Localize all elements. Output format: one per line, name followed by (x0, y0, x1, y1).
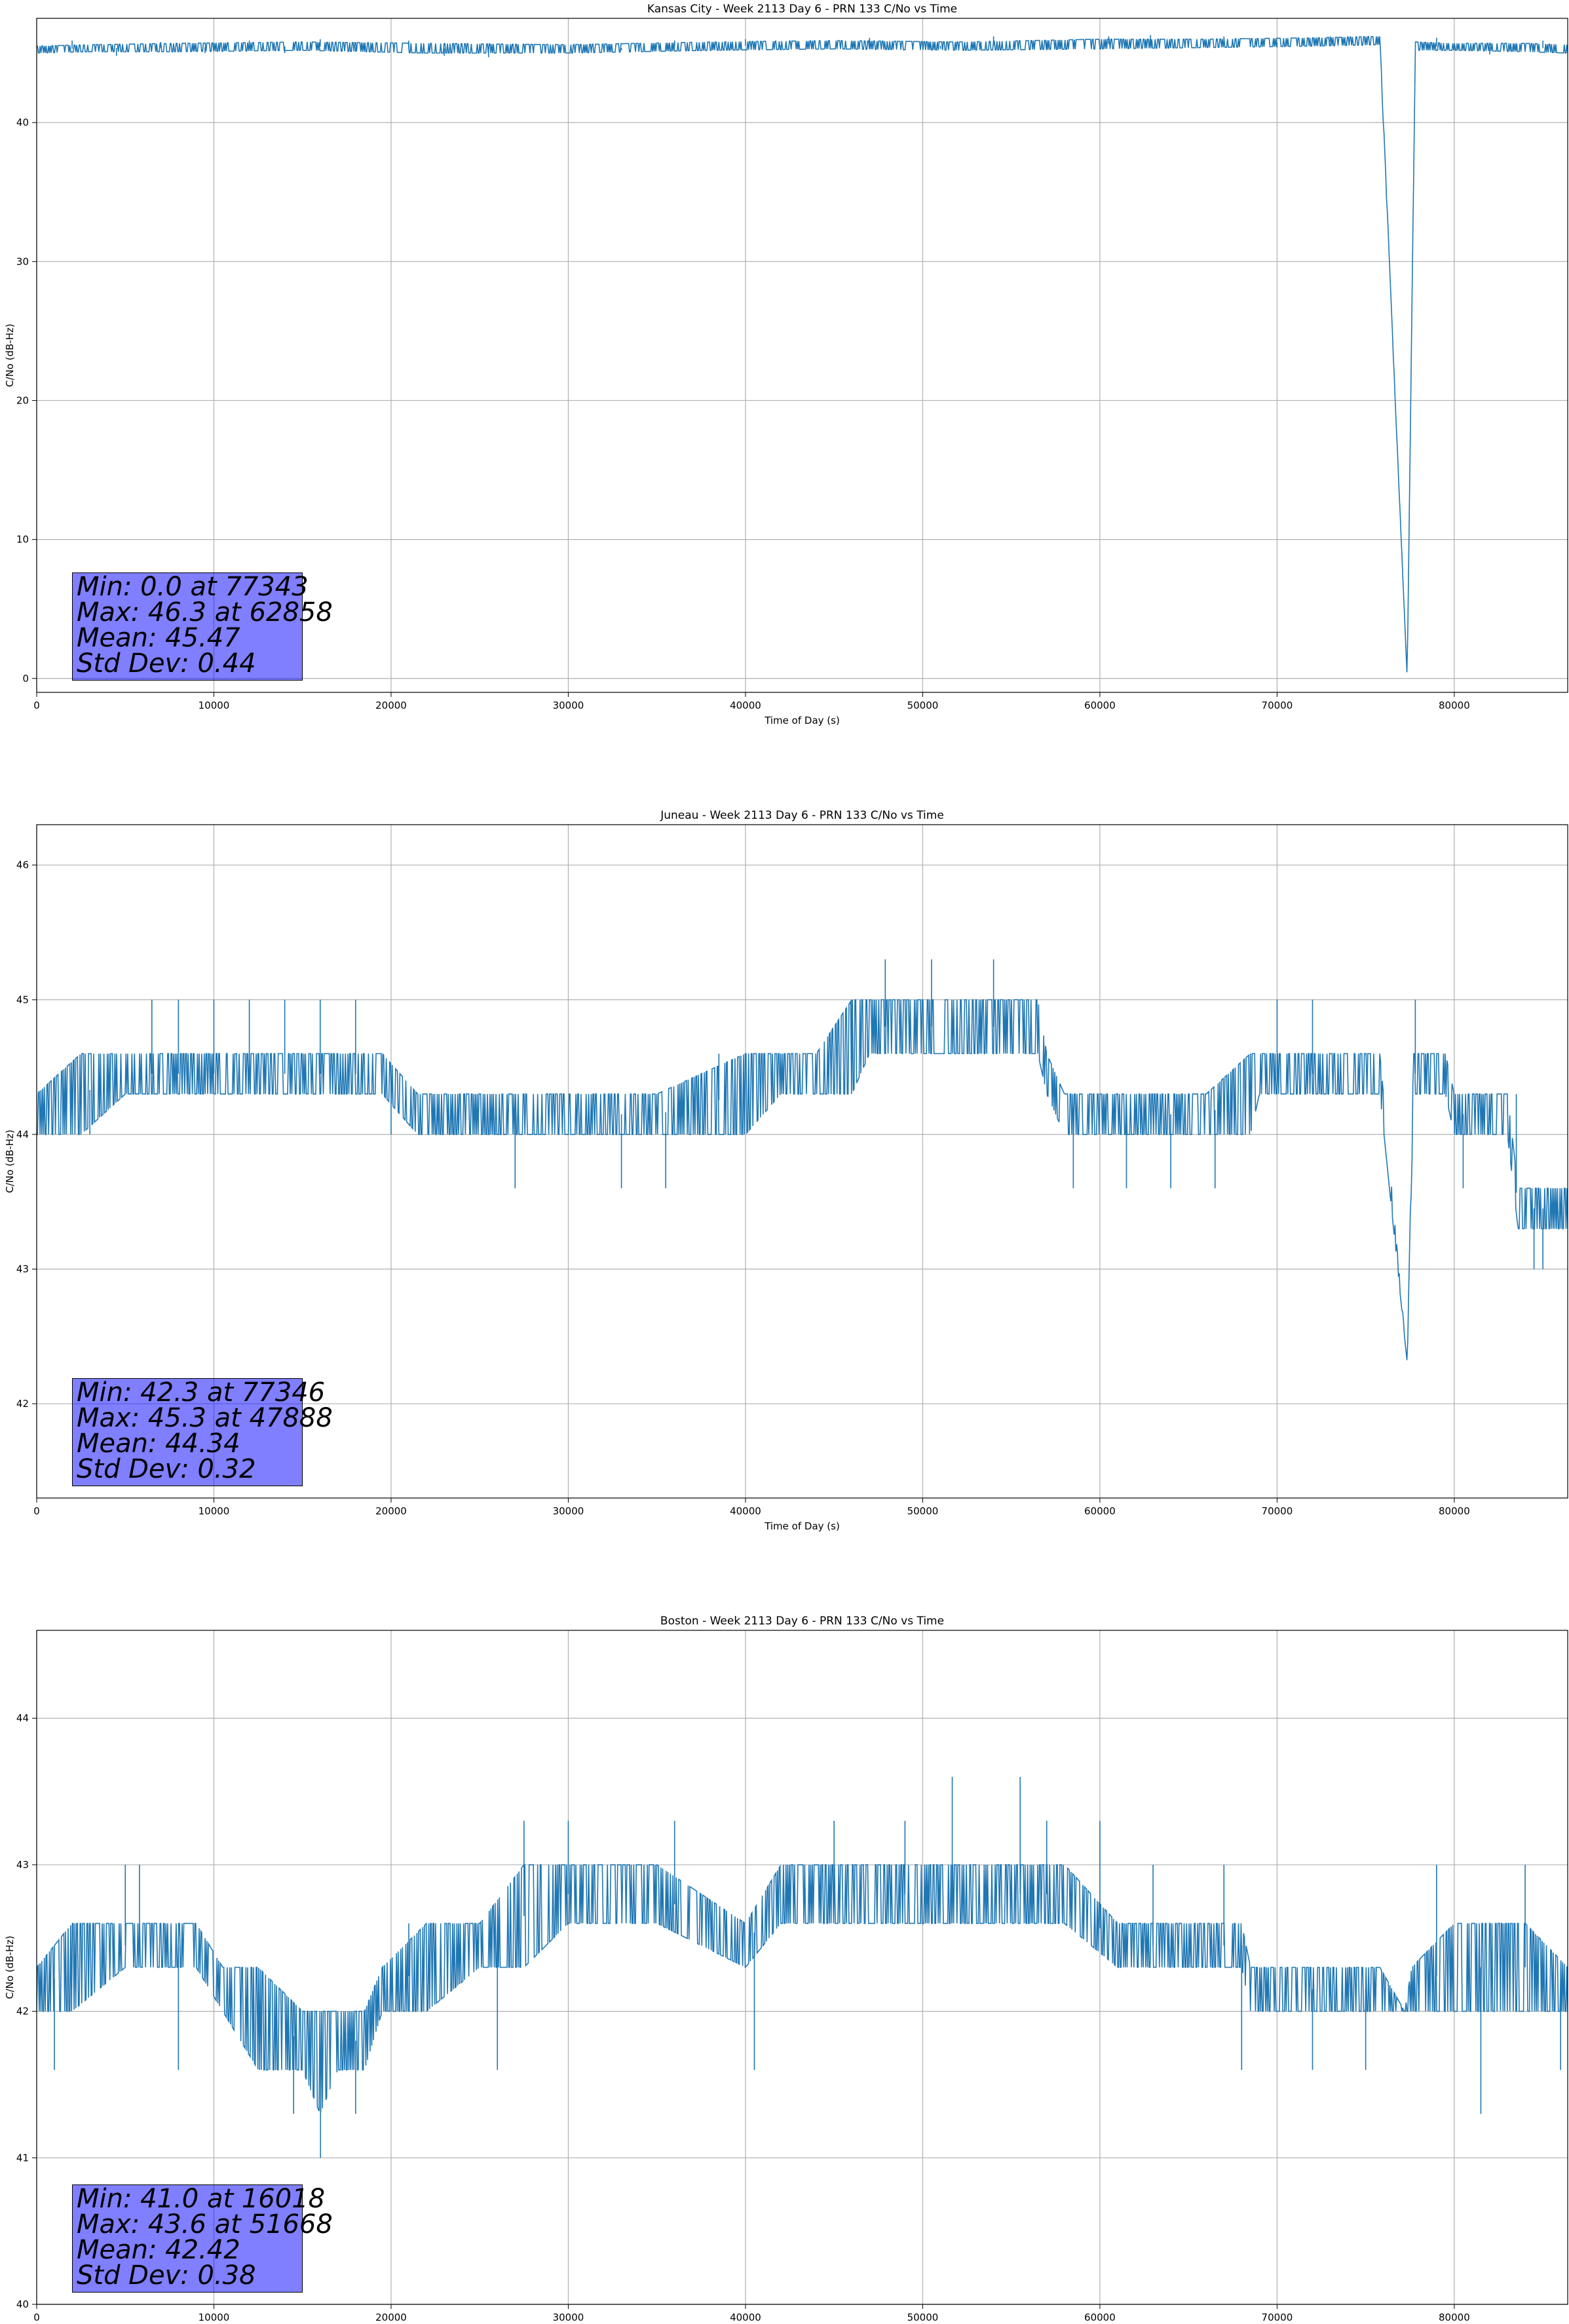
x-tick-label: 30000 (553, 2312, 584, 2323)
stats-mean: Mean: 44.34 (77, 1429, 240, 1459)
x-axis-label: Time of Day (s) (764, 715, 840, 726)
y-tick-label: 45 (16, 994, 29, 1005)
y-tick-label: 20 (16, 394, 29, 406)
x-tick-label: 20000 (375, 2312, 407, 2323)
y-tick-label: 46 (16, 859, 29, 871)
y-tick-label: 44 (16, 1712, 29, 1724)
series-line (37, 36, 1568, 673)
stats-max: Max: 46.3 at 62858 (77, 597, 333, 628)
x-tick-label: 60000 (1084, 1505, 1116, 1517)
x-tick-label: 60000 (1084, 2312, 1116, 2323)
chart-title: Juneau - Week 2113 Day 6 - PRN 133 C/No … (660, 809, 944, 822)
x-tick-label: 20000 (375, 700, 407, 711)
x-tick-label: 80000 (1439, 2312, 1470, 2323)
x-tick-label: 10000 (198, 700, 230, 711)
x-tick-label: 40000 (730, 1505, 761, 1517)
x-tick-label: 70000 (1262, 2312, 1293, 2323)
x-axis-label: Time of Day (s) (764, 1520, 840, 1532)
stats-min: Min: 42.3 at 77346 (77, 1378, 326, 1408)
stats-min: Min: 41.0 at 16018 (77, 2184, 326, 2214)
stats-max: Max: 43.6 at 51668 (77, 2209, 333, 2240)
stats-box: Min: 41.0 at 16018 Max: 43.6 at 51668 Mean… (72, 2184, 333, 2293)
series-line (37, 1864, 1568, 2113)
stats-max: Max: 45.3 at 47888 (77, 1403, 333, 1433)
x-tick-label: 10000 (198, 1505, 230, 1517)
series-group (37, 1776, 1568, 2158)
axes-frame (36, 824, 1568, 1499)
x-tick-label: 30000 (553, 1505, 584, 1517)
x-tick-label: 0 (33, 1505, 40, 1517)
x-tick-label: 60000 (1084, 700, 1116, 711)
x-tick-label: 70000 (1262, 1505, 1293, 1517)
y-tick-label: 10 (16, 534, 29, 546)
x-tick-label: 50000 (907, 1505, 939, 1517)
stats-std: Std Dev: 0.44 (77, 648, 256, 679)
chart-title: Kansas City - Week 2113 Day 6 - PRN 133 … (647, 3, 957, 16)
x-tick-label: 80000 (1439, 1505, 1470, 1517)
stats-box: Min: 0.0 at 77343 Max: 46.3 at 62858 Mean:… (72, 572, 333, 681)
y-tick-label: 0 (22, 673, 29, 684)
stats-min: Min: 0.0 at 77343 (77, 572, 309, 602)
y-axis-label: C/No (dB-Hz) (4, 1130, 16, 1193)
x-tick-label: 20000 (375, 1505, 407, 1517)
x-tick-label: 10000 (198, 2312, 230, 2323)
series-group (37, 35, 1568, 673)
y-tick-label: 40 (16, 2298, 29, 2310)
x-tick-label: 70000 (1262, 700, 1293, 711)
x-tick-label: 50000 (907, 700, 939, 711)
x-tick-label: 40000 (730, 700, 761, 711)
x-tick-label: 50000 (907, 2312, 939, 2323)
y-tick-label: 41 (16, 2152, 29, 2164)
chart-title: Boston - Week 2113 Day 6 - PRN 133 C/No … (660, 1615, 944, 1628)
y-axis-label: C/No (dB-Hz) (4, 324, 16, 387)
x-tick-label: 40000 (730, 2312, 761, 2323)
stats-mean: Mean: 45.47 (77, 623, 240, 653)
y-tick-label: 40 (16, 117, 29, 128)
series-group (37, 959, 1568, 1360)
stats-std: Std Dev: 0.38 (77, 2260, 256, 2291)
stats-box: Min: 42.3 at 77346 Max: 45.3 at 47888 Mean… (72, 1378, 333, 1486)
x-tick-label: 0 (33, 2312, 40, 2323)
y-tick-label: 43 (16, 1859, 29, 1871)
x-tick-label: 30000 (553, 700, 584, 711)
stats-mean: Mean: 42.42 (77, 2235, 240, 2265)
x-tick-label: 0 (33, 700, 40, 711)
axes-frame (36, 18, 1568, 693)
y-tick-label: 44 (16, 1129, 29, 1140)
x-tick-label: 80000 (1439, 700, 1470, 711)
stats-std: Std Dev: 0.32 (77, 1454, 256, 1484)
y-tick-label: 42 (16, 2006, 29, 2017)
chart-juneau: 0 10000 20000 30000 40000 50000 60000 70000 8000… (4, 809, 1568, 1532)
y-tick-label: 42 (16, 1398, 29, 1410)
series-line (37, 999, 1568, 1360)
chart-boston: 0 10000 20000 30000 40000 50000 60000 70000 8000… (4, 1615, 1568, 2323)
y-axis-label: C/No (dB-Hz) (4, 1936, 16, 1999)
axes-frame (36, 1630, 1568, 2305)
y-tick-label: 30 (16, 255, 29, 267)
y-tick-label: 43 (16, 1263, 29, 1275)
chart-kansas-city: 0 10000 20000 30000 40000 50000 60000 70000 8000… (4, 3, 1568, 726)
